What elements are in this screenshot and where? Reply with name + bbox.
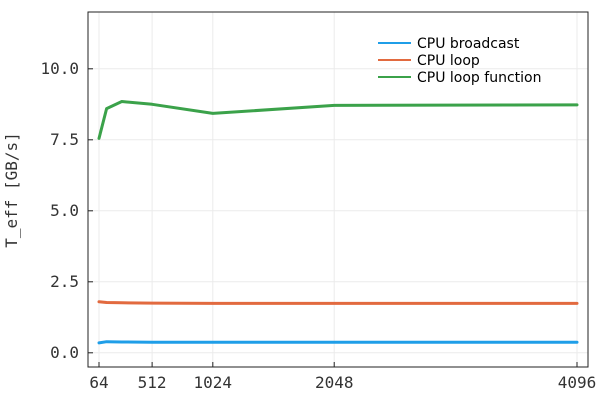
- x-tick-label: 4096: [558, 373, 597, 392]
- y-tick-label: 0.0: [50, 343, 79, 362]
- series-lines: [97, 100, 579, 345]
- legend-label-1: CPU broadcast: [417, 36, 520, 52]
- x-tick-label: 1024: [194, 373, 233, 392]
- series-line-3: [97, 100, 579, 140]
- plot-frame: [87, 11, 589, 368]
- x-tick-label: 64: [89, 373, 108, 392]
- y-tick-label: 7.5: [50, 130, 79, 149]
- plot-area: [88, 12, 588, 367]
- series-line-1: [97, 340, 579, 345]
- axis-ticks: 64 512 1024 2048 4096 0.0 2.5 5.0 7.5 10.0: [40, 59, 596, 392]
- legend-label-3: CPU loop function: [417, 70, 541, 86]
- grid-lines: [88, 12, 588, 367]
- x-tick-label: 512: [138, 373, 167, 392]
- y-tick-label: 10.0: [40, 59, 79, 78]
- x-tick-label: 2048: [315, 373, 354, 392]
- y-axis-label: T_eff [GB/s]: [2, 132, 21, 248]
- y-tick-label: 5.0: [50, 201, 79, 220]
- legend-label-2: CPU loop: [417, 53, 480, 69]
- axes-frame: [87, 11, 589, 368]
- series-line-2: [97, 300, 579, 305]
- y-tick-label: 2.5: [50, 272, 79, 291]
